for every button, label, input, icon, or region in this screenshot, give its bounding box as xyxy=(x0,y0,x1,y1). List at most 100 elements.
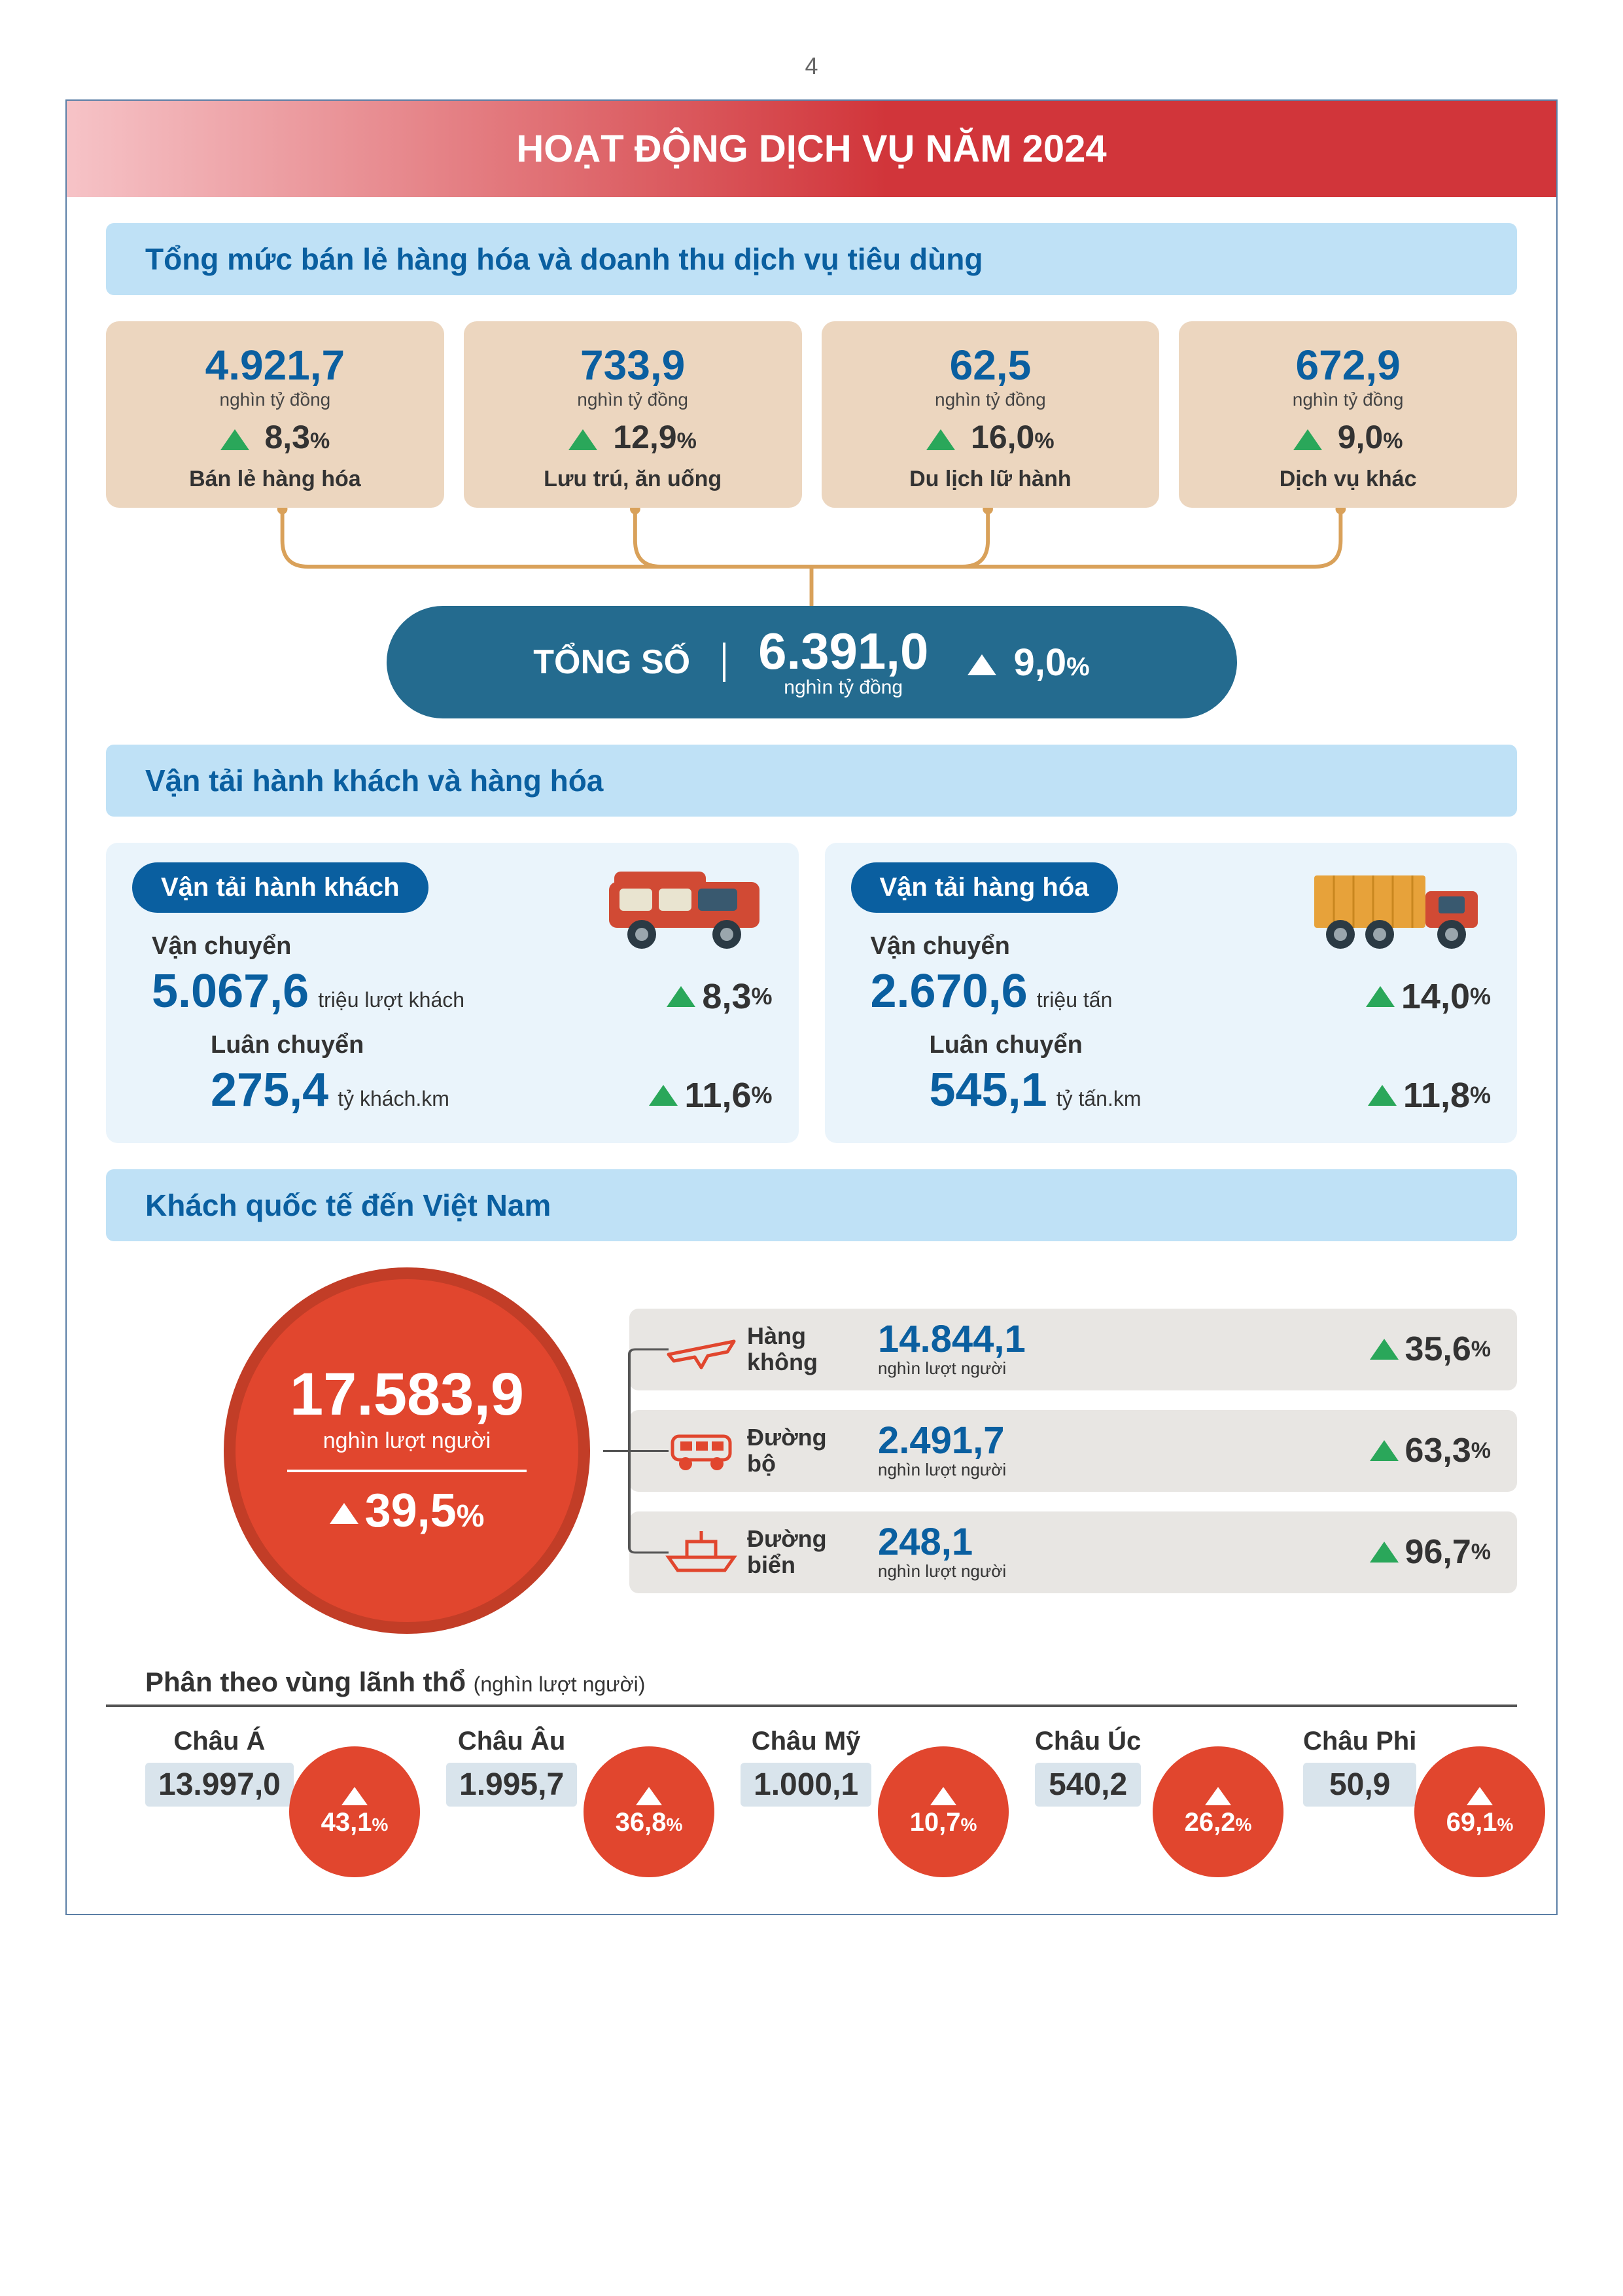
arrival-mode-row: Đườngbộ 2.491,7 nghìn lượt người 63,3% xyxy=(629,1410,1517,1492)
triangle-up-icon xyxy=(968,654,996,675)
retail-unit: nghìn tỷ đồng xyxy=(470,389,795,410)
region-item: Châu Mỹ 1.000,1 xyxy=(741,1727,871,1807)
arrival-modes: Hàngkhông 14.844,1 nghìn lượt người 35,6… xyxy=(629,1309,1517,1593)
arrival-mode-row: Hàngkhông 14.844,1 nghìn lượt người 35,6… xyxy=(629,1309,1517,1390)
retail-percent: 8,3% xyxy=(113,418,438,456)
region-name: Châu Úc xyxy=(1035,1727,1141,1756)
region-name: Châu Mỹ xyxy=(741,1727,871,1756)
mode-icon xyxy=(655,1525,747,1580)
triangle-up-icon xyxy=(568,429,597,450)
mode-name: Đườngbộ xyxy=(747,1424,865,1476)
arrival-mode-row: Đườngbiển 248,1 nghìn lượt người 96,7% xyxy=(629,1511,1517,1593)
mode-value: 2.491,7 xyxy=(878,1422,1006,1460)
region-badge: 26,2% xyxy=(1153,1746,1283,1877)
freight-v1: 2.670,6 xyxy=(871,964,1028,1018)
region-value: 540,2 xyxy=(1035,1763,1141,1807)
retail-percent: 16,0% xyxy=(828,418,1153,456)
triangle-up-icon xyxy=(1370,1339,1399,1360)
triangle-up-icon xyxy=(636,1787,662,1805)
region-name: Châu Phi xyxy=(1303,1727,1416,1756)
passenger-v1: 5.067,6 xyxy=(152,964,309,1018)
region-item: Châu Âu 1.995,7 xyxy=(446,1727,577,1807)
total-label: TỔNG SỐ xyxy=(533,643,725,682)
retail-value: 4.921,7 xyxy=(113,341,438,389)
triangle-up-icon xyxy=(1205,1787,1231,1805)
bus-icon xyxy=(602,862,773,957)
page-title: HOẠT ĐỘNG DỊCH VỤ NĂM 2024 xyxy=(67,101,1556,197)
region-percent: 36,8% xyxy=(616,1808,683,1837)
region-percent: 10,7% xyxy=(910,1808,977,1837)
region-percent: 69,1% xyxy=(1446,1808,1514,1837)
region-badge: 43,1% xyxy=(289,1746,420,1877)
region-value: 1.995,7 xyxy=(446,1763,577,1807)
total-unit: nghìn tỷ đồng xyxy=(758,677,928,699)
passenger-l2: Luân chuyển xyxy=(211,1031,773,1059)
mode-percent: 96,7% xyxy=(1370,1532,1491,1572)
region-badge: 36,8% xyxy=(584,1746,714,1877)
freight-l2: Luân chuyển xyxy=(930,1031,1492,1059)
freight-card: Vận tải hàng hóa Vận chuyển 2.670,6 triệ… xyxy=(825,843,1518,1143)
retail-card: 672,9 nghìn tỷ đồng 9,0% Dịch vụ khác xyxy=(1179,321,1517,508)
region-value: 13.997,0 xyxy=(145,1763,294,1807)
retail-label: Lưu trú, ăn uống xyxy=(470,467,795,492)
retail-value: 62,5 xyxy=(828,341,1153,389)
transport-row: Vận tải hành khách Vận chuyển 5.067,6 tr… xyxy=(106,843,1517,1143)
region-badge: 10,7% xyxy=(878,1746,1009,1877)
freight-p1: 14,0% xyxy=(1366,976,1491,1017)
retail-unit: nghìn tỷ đồng xyxy=(1185,389,1510,410)
mode-name: Đườngbiển xyxy=(747,1526,865,1578)
mode-percent: 35,6% xyxy=(1370,1330,1491,1369)
freight-tab: Vận tải hàng hóa xyxy=(851,862,1118,913)
passenger-u2: tỷ khách.km xyxy=(338,1087,449,1111)
triangle-up-icon xyxy=(330,1503,358,1524)
retail-percent: 9,0% xyxy=(1185,418,1510,456)
triangle-up-icon xyxy=(220,429,249,450)
freight-u1: triệu tấn xyxy=(1037,988,1113,1012)
retail-label: Du lịch lữ hành xyxy=(828,467,1153,492)
retail-unit: nghìn tỷ đồng xyxy=(828,389,1153,410)
tourism-total-pct: 39,5% xyxy=(330,1484,485,1538)
triangle-up-icon xyxy=(926,429,955,450)
region-name: Châu Âu xyxy=(446,1727,577,1756)
passenger-v2: 275,4 xyxy=(211,1063,328,1117)
tourism-wrap: 17.583,9 nghìn lượt người 39,5% Hàngkhôn… xyxy=(106,1267,1517,1634)
connector-lines xyxy=(106,508,1517,606)
region-item: Châu Á 13.997,0 xyxy=(145,1727,294,1807)
retail-card: 62,5 nghìn tỷ đồng 16,0% Du lịch lữ hành xyxy=(822,321,1160,508)
triangle-up-icon xyxy=(1293,429,1322,450)
total-percent: 9,0% xyxy=(968,641,1089,684)
retail-value: 672,9 xyxy=(1185,341,1510,389)
mode-name: Hàngkhông xyxy=(747,1323,865,1375)
region-percent: 43,1% xyxy=(321,1808,389,1837)
retail-label: Bán lẻ hàng hóa xyxy=(113,467,438,492)
passenger-tab: Vận tải hành khách xyxy=(132,862,428,913)
triangle-up-icon xyxy=(341,1787,368,1805)
retail-card: 733,9 nghìn tỷ đồng 12,9% Lưu trú, ăn uố… xyxy=(464,321,802,508)
triangle-up-icon xyxy=(1370,1542,1399,1563)
tourism-total-circle: 17.583,9 nghìn lượt người 39,5% xyxy=(224,1267,590,1634)
triangle-up-icon xyxy=(1370,1440,1399,1461)
total-value: 6.391,0 xyxy=(758,626,928,677)
region-value: 50,9 xyxy=(1303,1763,1416,1807)
mode-percent: 63,3% xyxy=(1370,1431,1491,1470)
region-value: 1.000,1 xyxy=(741,1763,871,1807)
truck-icon xyxy=(1308,862,1491,957)
retail-cards-row: 4.921,7 nghìn tỷ đồng 8,3% Bán lẻ hàng h… xyxy=(106,321,1517,508)
triangle-up-icon xyxy=(1467,1787,1493,1805)
retail-value: 733,9 xyxy=(470,341,795,389)
mode-icon xyxy=(655,1322,747,1377)
section-transport-title: Vận tải hành khách và hàng hóa xyxy=(106,745,1517,817)
section-tourism-title: Khách quốc tế đến Việt Nam xyxy=(106,1169,1517,1241)
region-percent: 26,2% xyxy=(1185,1808,1252,1837)
region-item: Châu Úc 540,2 xyxy=(1035,1727,1141,1807)
retail-label: Dịch vụ khác xyxy=(1185,467,1510,492)
region-bar: Châu Á 13.997,0 43,1% Châu Âu 1.995,7 36,… xyxy=(106,1704,1517,1888)
page-number: 4 xyxy=(65,52,1558,80)
region-badge: 69,1% xyxy=(1414,1746,1545,1877)
mode-value: 14.844,1 xyxy=(878,1320,1026,1358)
region-title: Phân theo vùng lãnh thổ (nghìn lượt ngườ… xyxy=(145,1667,1517,1698)
region-item: Châu Phi 50,9 xyxy=(1303,1727,1416,1807)
section-retail-title: Tổng mức bán lẻ hàng hóa và doanh thu dị… xyxy=(106,223,1517,295)
passenger-card: Vận tải hành khách Vận chuyển 5.067,6 tr… xyxy=(106,843,799,1143)
retail-total-pill: TỔNG SỐ 6.391,0 nghìn tỷ đồng 9,0% xyxy=(387,606,1237,718)
